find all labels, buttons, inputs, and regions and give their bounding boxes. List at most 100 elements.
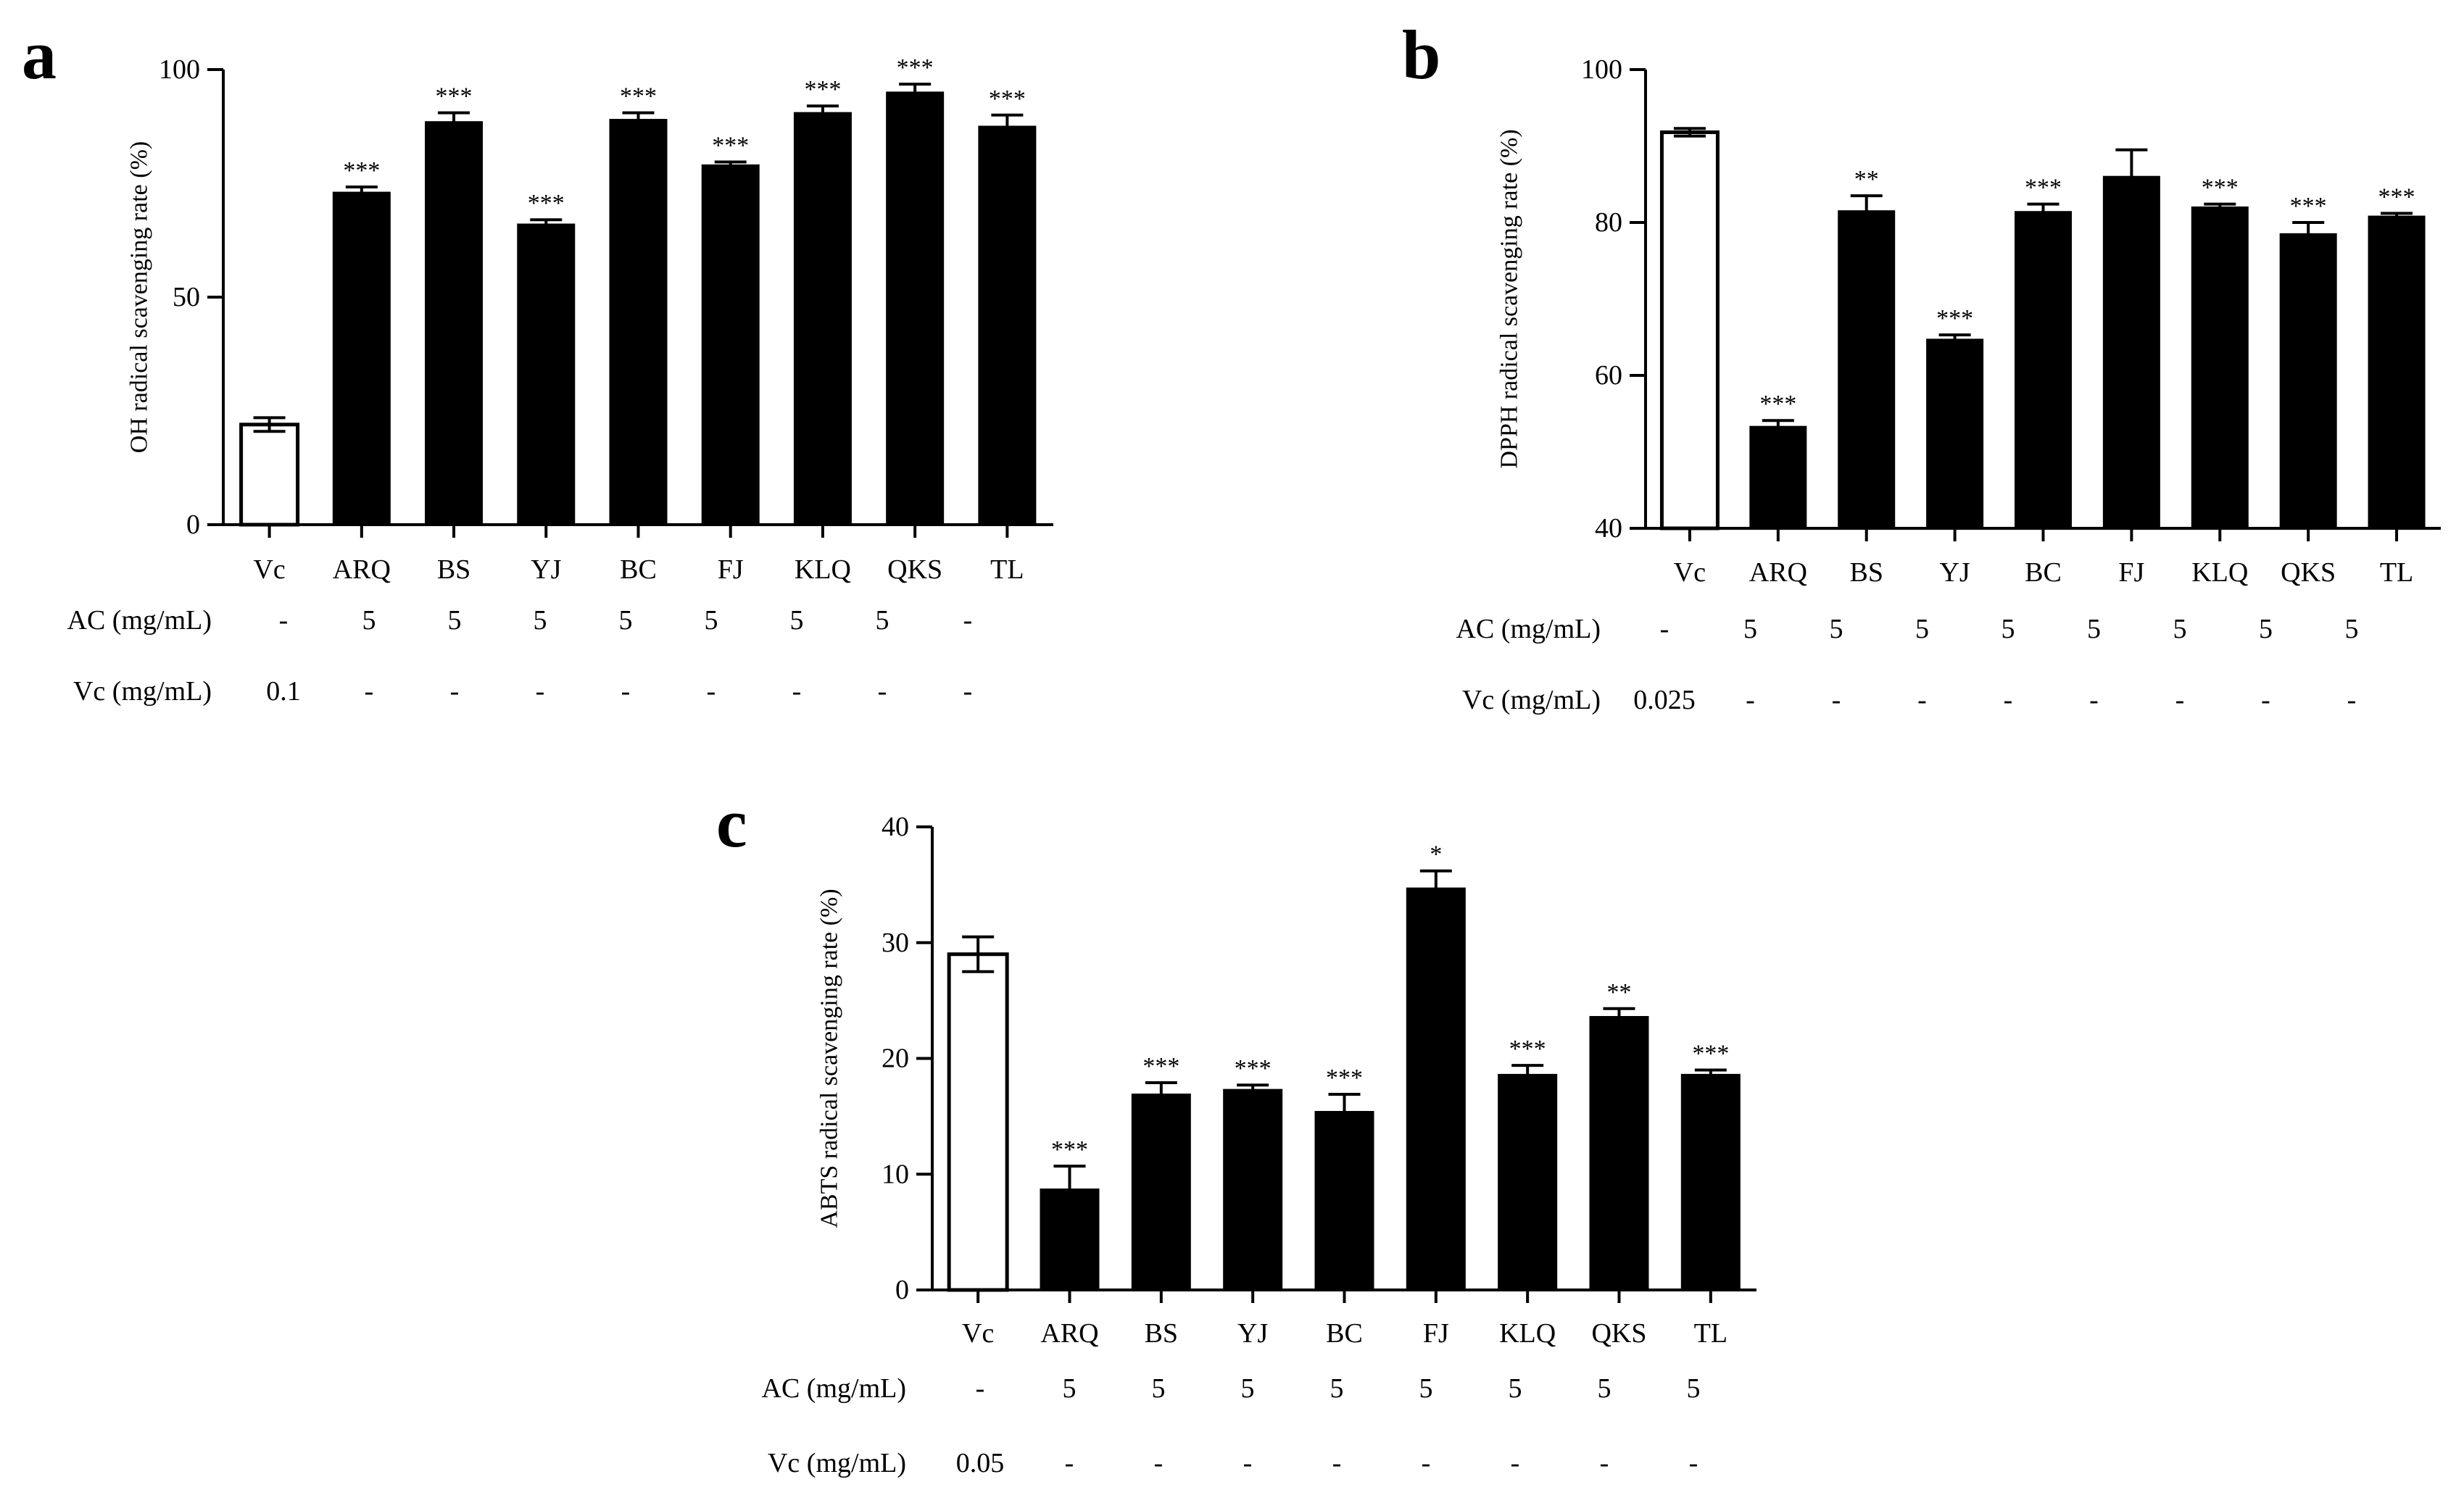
condition-value: - (976, 1373, 985, 1404)
bar-QKS (1589, 1015, 1649, 1291)
category-label: KLQ (2191, 557, 2248, 588)
significance-marker: *** (989, 86, 1026, 112)
significance-marker: *** (2290, 193, 2327, 220)
panel-label: b (1402, 16, 1440, 93)
condition-value: 5 (705, 605, 718, 636)
bar-Vc (239, 423, 300, 527)
y-tick-label: 100 (159, 54, 200, 85)
category-label: YJ (531, 554, 561, 585)
category-label: BC (2025, 557, 2062, 588)
category-label: BC (1326, 1318, 1363, 1349)
y-tick-label: 50 (173, 282, 200, 312)
condition-value: 5 (2345, 614, 2359, 644)
condition-value: 5 (534, 605, 547, 636)
y-tick-label: 60 (1595, 360, 1622, 391)
condition-row-label: Vc (mg/mL) (73, 676, 212, 707)
condition-value: 5 (1743, 614, 1757, 644)
condition-value: 5 (2259, 614, 2273, 644)
significance-marker: *** (2025, 175, 2062, 201)
condition-value: - (2004, 685, 2013, 715)
y-tick-label: 0 (895, 1275, 909, 1305)
significance-marker: *** (2378, 183, 2415, 210)
bar-BC (1314, 1110, 1374, 1291)
category-label: ARQ (333, 554, 391, 585)
category-label: QKS (1591, 1318, 1646, 1349)
condition-value: - (2089, 685, 2099, 715)
condition-value: - (365, 676, 374, 707)
bar-QKS (2279, 233, 2337, 529)
significance-marker: ** (1607, 979, 1632, 1006)
y-tick-label: 40 (882, 812, 909, 842)
condition-value: - (792, 676, 802, 707)
bar-KLQ (793, 112, 852, 526)
condition-value: 5 (1915, 614, 1929, 644)
y-axis-label: ABTS radical scavenging rate (%) (816, 888, 843, 1228)
chart-panel-c: c 0 10 20 30 40 ABTS radical scavenging rate (… (716, 784, 1756, 1478)
condition-value: 5 (362, 605, 376, 636)
significance-marker: *** (1051, 1136, 1088, 1163)
y-tick-label: 10 (882, 1159, 909, 1189)
bar-FJ (701, 164, 760, 525)
category-label: Vc (253, 554, 285, 585)
condition-value: 5 (1063, 1373, 1077, 1404)
significance-marker: *** (620, 83, 657, 110)
bar-BS (1131, 1094, 1191, 1291)
bar-TL (2368, 215, 2426, 529)
significance-marker: *** (1142, 1053, 1179, 1080)
y-tick-label: 30 (882, 928, 909, 958)
bar-BS (1838, 210, 1896, 529)
condition-value: 5 (1687, 1373, 1701, 1404)
condition-value: - (1243, 1448, 1253, 1478)
bar-ARQ (332, 191, 391, 525)
category-label: BS (1145, 1318, 1178, 1349)
category-label: BS (437, 554, 470, 585)
category-label: FJ (2118, 557, 2144, 588)
condition-value: 5 (448, 605, 462, 636)
condition-value: - (1065, 1448, 1074, 1478)
significance-marker: *** (436, 83, 473, 110)
condition-value: 5 (2002, 614, 2015, 644)
condition-value: 0.025 (1633, 685, 1696, 715)
bar-ARQ (1749, 425, 1807, 529)
condition-value: - (878, 676, 887, 707)
condition-value: 5 (2087, 614, 2101, 644)
bar-BC (2015, 211, 2072, 529)
y-tick-label: 0 (186, 509, 200, 540)
significance-marker: ** (1854, 166, 1879, 193)
condition-value: 0.1 (266, 676, 301, 707)
condition-value: - (450, 676, 460, 707)
condition-value: 5 (1830, 614, 1843, 644)
category-label: QKS (2281, 557, 2336, 588)
condition-value: - (536, 676, 545, 707)
condition-value: - (1689, 1448, 1698, 1478)
panel-label: c (716, 784, 747, 862)
condition-value: 5 (876, 605, 889, 636)
significance-marker: *** (1235, 1055, 1272, 1082)
category-label: TL (990, 554, 1024, 585)
category-label: TL (2380, 557, 2413, 588)
condition-value: 5 (1598, 1373, 1611, 1404)
condition-value: 5 (1509, 1373, 1522, 1404)
condition-row-label: Vc (mg/mL) (768, 1448, 906, 1478)
condition-value: - (963, 605, 973, 636)
condition-value: 5 (790, 605, 804, 636)
bar-BC (609, 119, 668, 525)
bar-KLQ (1498, 1073, 1558, 1291)
significance-marker: *** (1759, 391, 1796, 417)
category-label: FJ (1423, 1318, 1449, 1349)
bar-Vc (1659, 130, 1720, 530)
condition-row-label: AC (mg/mL) (67, 605, 212, 636)
condition-value: 5 (1241, 1373, 1255, 1404)
bar-KLQ (2191, 206, 2249, 529)
category-label: ARQ (1749, 557, 1807, 588)
bar-YJ (1223, 1088, 1283, 1291)
y-tick-label: 20 (882, 1044, 909, 1074)
condition-value: - (1917, 685, 1927, 715)
y-tick-label: 40 (1595, 513, 1622, 544)
significance-marker: *** (528, 190, 565, 217)
condition-value: - (1332, 1448, 1342, 1478)
condition-value: - (621, 676, 631, 707)
significance-marker: *** (1936, 305, 1973, 332)
